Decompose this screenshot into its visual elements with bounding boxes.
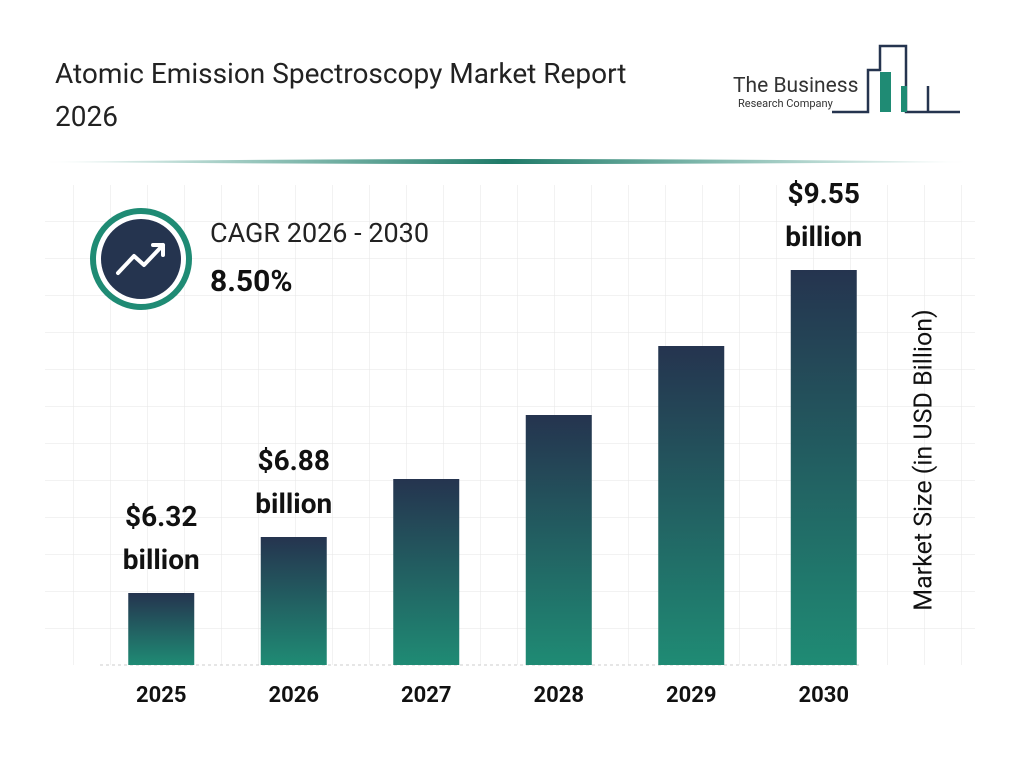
- trend-arrow: [116, 243, 165, 275]
- x-tick-label: 2028: [533, 683, 585, 708]
- y-axis-label: Market Size (in USD Billion): [909, 309, 939, 611]
- cagr-value: 8.50%: [210, 264, 293, 299]
- x-tick-label: 2026: [268, 683, 320, 708]
- bar: [525, 415, 592, 665]
- value-label: $9.55 billion: [785, 177, 863, 253]
- separator: [40, 159, 970, 164]
- brand-name: The Business: [733, 74, 859, 98]
- bar: [393, 479, 460, 665]
- chart-title: Atomic Emission Spectroscopy Market Repo…: [55, 57, 627, 133]
- bar: [260, 537, 327, 665]
- x-tick-label: 2025: [136, 683, 187, 708]
- logo: [832, 44, 960, 114]
- bar: [790, 270, 857, 665]
- cagr-label: CAGR 2026 - 2030: [210, 217, 430, 249]
- bar: [658, 346, 725, 665]
- x-tick-label: 2030: [798, 683, 850, 708]
- x-tick-label: 2027: [401, 683, 452, 708]
- bar: [128, 593, 195, 665]
- brand-sub: Research Company: [738, 97, 833, 110]
- value-label: $6.32 billion: [122, 500, 200, 576]
- value-label: $6.88 billion: [255, 444, 333, 520]
- x-tick-label: 2029: [666, 683, 717, 708]
- cagr-icon: [101, 219, 181, 299]
